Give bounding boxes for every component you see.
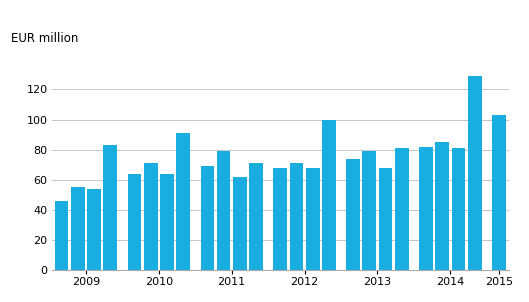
Bar <box>419 147 433 270</box>
Bar <box>306 168 320 270</box>
Bar <box>217 151 231 270</box>
Bar <box>144 163 158 270</box>
Bar <box>322 120 336 270</box>
Bar <box>452 148 466 270</box>
Bar <box>468 76 481 270</box>
Bar <box>249 163 263 270</box>
Bar <box>379 168 393 270</box>
Bar <box>87 189 101 270</box>
Bar <box>200 166 214 270</box>
Bar <box>362 151 376 270</box>
Bar <box>176 133 190 270</box>
Bar <box>71 187 85 270</box>
Bar <box>395 148 408 270</box>
Bar <box>492 115 506 270</box>
Bar <box>289 163 303 270</box>
Bar <box>103 145 117 270</box>
Bar <box>435 142 449 270</box>
Bar <box>346 159 360 270</box>
Text: EUR million: EUR million <box>11 32 78 45</box>
Bar <box>54 201 68 270</box>
Bar <box>233 177 247 270</box>
Bar <box>273 168 287 270</box>
Bar <box>127 174 141 270</box>
Bar <box>160 174 174 270</box>
